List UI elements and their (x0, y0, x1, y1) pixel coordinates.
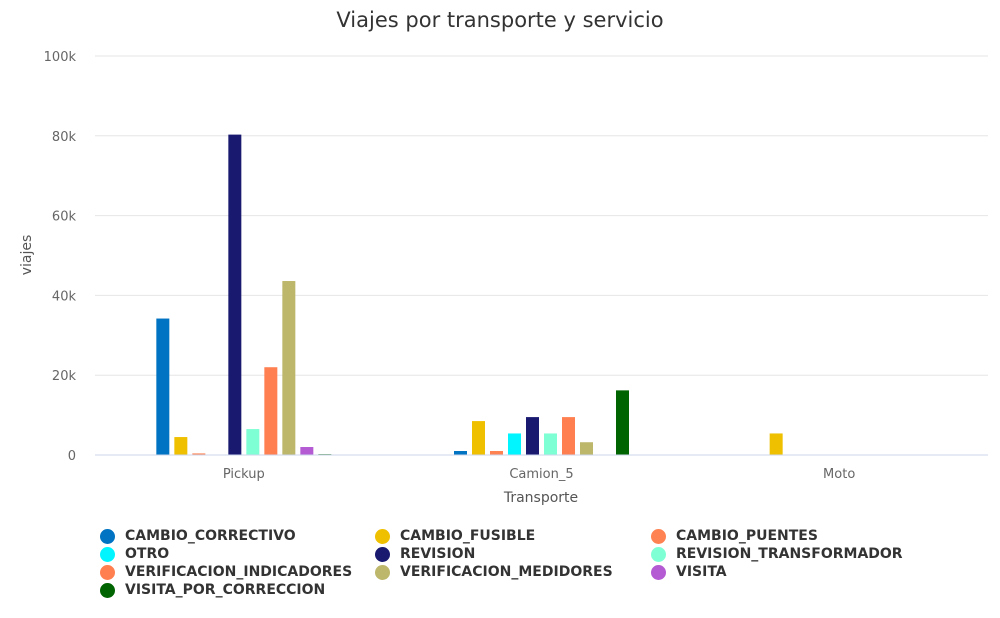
legend-label: VERIFICACION_MEDIDORES (400, 564, 613, 580)
bar[interactable] (300, 447, 314, 455)
legend-item[interactable]: REVISION_TRANSFORMADOR (651, 545, 951, 563)
legend-label: CAMBIO_CORRECTIVO (125, 528, 296, 544)
y-axis-tick-labels: 0 20k 40k 60k 80k 100k (44, 50, 77, 464)
legend-item[interactable]: VISITA (651, 563, 951, 581)
y-tick-label: 0 (68, 449, 76, 464)
y-tick-label: 80k (52, 130, 77, 145)
legend-item[interactable]: VERIFICACION_MEDIDORES (375, 563, 651, 581)
legend-marker-icon (100, 564, 115, 580)
bar[interactable] (192, 453, 206, 455)
bars (156, 134, 783, 455)
legend-label: REVISION (400, 546, 476, 562)
bar[interactable] (508, 433, 521, 455)
y-tick-label: 60k (52, 210, 77, 225)
legend-item[interactable]: CAMBIO_PUENTES (651, 527, 951, 545)
bar[interactable] (580, 442, 593, 455)
legend-item[interactable]: VISITA_POR_CORRECCION (100, 581, 375, 599)
bar[interactable] (616, 390, 629, 455)
bar[interactable] (246, 429, 260, 455)
x-tick-label: Pickup (223, 467, 265, 482)
grid-lines (95, 55, 988, 376)
bar[interactable] (264, 367, 278, 455)
bar[interactable] (526, 417, 539, 455)
legend-item[interactable]: REVISION (375, 545, 651, 563)
bar[interactable] (544, 433, 557, 455)
chart-title: Viajes por transporte y servicio (336, 8, 663, 32)
legend-marker-icon (375, 546, 390, 562)
y-tick-label: 40k (52, 289, 77, 304)
legend-item[interactable]: OTRO (100, 545, 375, 563)
x-tick-label: Moto (823, 467, 855, 482)
legend-label: CAMBIO_FUSIBLE (400, 528, 536, 544)
legend-marker-icon (100, 546, 115, 562)
y-tick-label: 100k (44, 50, 77, 65)
x-tick-label: Camion_5 (509, 467, 573, 482)
legend-marker-icon (651, 528, 666, 544)
legend-label: VISITA (676, 564, 727, 580)
bar[interactable] (156, 318, 170, 455)
legend-marker-icon (100, 528, 115, 544)
y-tick-label: 20k (52, 369, 77, 384)
legend-marker-icon (651, 546, 666, 562)
legend-label: CAMBIO_PUENTES (676, 528, 818, 544)
legend-label: VERIFICACION_INDICADORES (125, 564, 353, 580)
bar[interactable] (282, 281, 296, 455)
legend-marker-icon (651, 564, 666, 580)
legend-label: OTRO (125, 546, 170, 562)
legend-marker-icon (375, 564, 390, 580)
legend-item[interactable]: CAMBIO_CORRECTIVO (100, 527, 375, 545)
bar[interactable] (562, 417, 575, 455)
legend-marker-icon (375, 528, 390, 544)
y-axis-title: viajes (19, 235, 35, 276)
legend-label: VISITA_POR_CORRECCION (125, 582, 326, 598)
legend: CAMBIO_CORRECTIVO CAMBIO_FUSIBLE CAMBIO_PU… (100, 527, 980, 599)
legend-label: REVISION_TRANSFORMADOR (676, 546, 903, 562)
x-axis-tick-labels: Pickup Camion_5 Moto (223, 467, 855, 482)
bar[interactable] (454, 451, 467, 455)
bar[interactable] (228, 134, 242, 455)
bar[interactable] (490, 451, 503, 455)
legend-marker-icon (100, 582, 115, 598)
x-axis-title: Transporte (503, 490, 578, 506)
bar[interactable] (174, 437, 188, 455)
legend-item[interactable]: VERIFICACION_INDICADORES (100, 563, 375, 581)
bar[interactable] (472, 421, 485, 455)
bar[interactable] (769, 433, 783, 455)
legend-item[interactable]: CAMBIO_FUSIBLE (375, 527, 651, 545)
